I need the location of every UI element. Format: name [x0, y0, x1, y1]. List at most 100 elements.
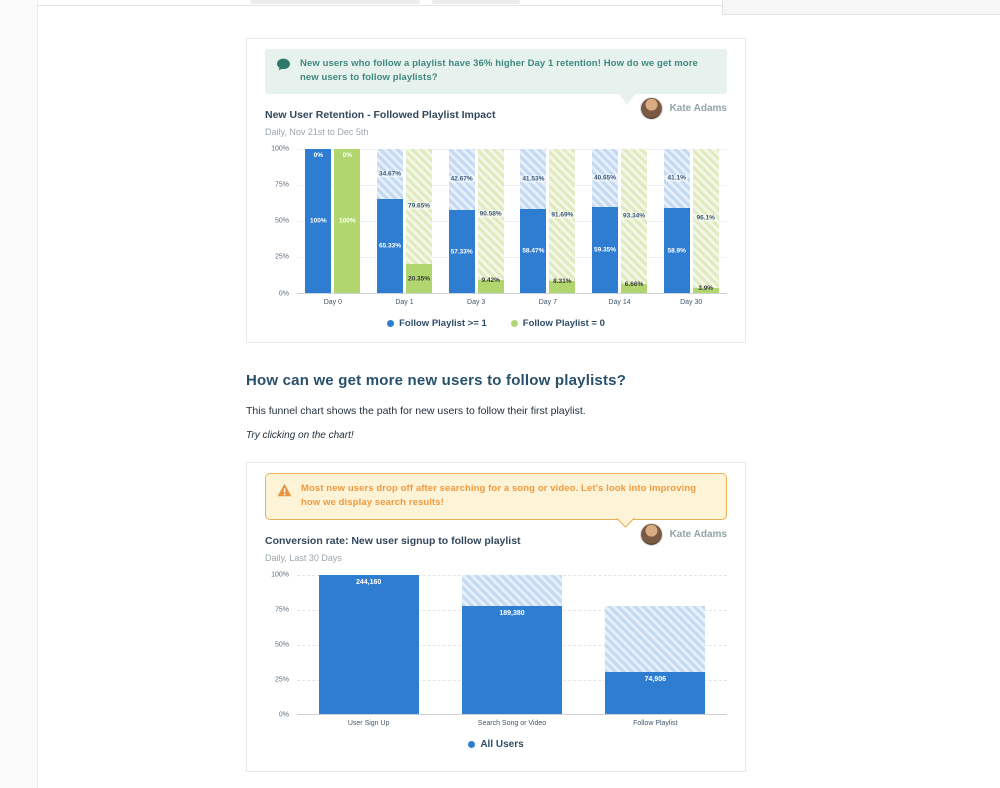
retained-segment[interactable]: [406, 264, 432, 294]
legend-dot: [387, 319, 395, 327]
x-axis-category-label: Day 0: [323, 298, 342, 306]
plot-area: 244,160 189,380 74,906: [297, 574, 727, 715]
retention-bar-followed[interactable]: 42.67% 57.33%: [448, 148, 475, 294]
chart-legend: Follow Playlist >= 1 Follow Playlist = 0: [265, 318, 727, 329]
retention-bar-not-followed[interactable]: 79.65% 20.35%: [405, 148, 433, 294]
legend-label: All Users: [480, 738, 524, 750]
churned-value-label: 93.34%: [620, 212, 648, 220]
y-axis-tick-label: 75%: [274, 181, 289, 189]
x-axis-category-label: Day 30: [680, 298, 703, 306]
x-axis-category-label: Follow Playlist: [633, 719, 678, 727]
retained-value-label: 58.9%: [667, 247, 686, 255]
converted-segment[interactable]: [318, 574, 419, 715]
retained-segment[interactable]: [621, 283, 648, 294]
retained-segment[interactable]: [305, 148, 332, 294]
converted-segment[interactable]: [461, 605, 562, 715]
kate-adams-avatar: [639, 96, 663, 120]
legend-item[interactable]: Follow Playlist >= 1: [387, 318, 487, 329]
y-axis-tick-label: 25%: [274, 253, 289, 261]
funnel-value-label: 189,380: [499, 609, 525, 617]
legend-dot: [468, 740, 476, 748]
chart-subtitle: Daily, Nov 21st to Dec 5th: [265, 126, 369, 137]
author-name-label: Kate Adams: [669, 102, 727, 114]
section-note-text: Try clicking on the chart!: [246, 430, 354, 441]
bars-layer: 244,160 189,380 74,906: [297, 574, 727, 715]
y-axis-tick-label: 0%: [278, 711, 289, 718]
churned-value-label: 91.69%: [549, 211, 576, 219]
y-axis-tick-label: 100%: [271, 145, 289, 152]
legend-item[interactable]: Follow Playlist = 0: [510, 318, 605, 329]
retained-value-label: 65.33%: [378, 242, 402, 250]
retained-segment[interactable]: [692, 287, 719, 294]
x-axis-category-label: Day 7: [538, 298, 557, 306]
retained-segment[interactable]: [377, 198, 403, 294]
retained-value-label: 3.9%: [698, 284, 714, 292]
funnel-value-label: 74,906: [644, 675, 667, 683]
churned-value-label: 96.1%: [694, 214, 717, 222]
retained-segment[interactable]: [520, 208, 547, 294]
y-axis-tick-label: 50%: [274, 217, 289, 225]
churned-value-label: 90.58%: [477, 210, 504, 218]
retention-bar-not-followed[interactable]: 96.1% 3.9%: [692, 148, 719, 294]
retained-segment[interactable]: [448, 210, 475, 294]
retained-segment[interactable]: [477, 279, 504, 294]
author-name-label: Kate Adams: [669, 528, 727, 540]
legend-dot: [510, 319, 518, 327]
retention-bar-not-followed[interactable]: 91.69% 8.31%: [549, 148, 576, 294]
x-axis-category-label: Day 14: [608, 298, 631, 306]
dropoff-segment[interactable]: [605, 605, 706, 672]
y-axis-tick-label: 50%: [274, 641, 289, 648]
retention-bar-not-followed[interactable]: 0% 100%: [334, 148, 361, 294]
chart-title: New User Retention - Followed Playlist I…: [265, 108, 496, 121]
bars-layer: 0% 100% 0% 100% 34.67% 65.33% 79.65% 20.35% 42.6…: [297, 148, 727, 294]
x-axis: Day 0 Day 1 Day 3 Day 7 Day 14 Day 30: [297, 299, 727, 306]
section-heading: How can we get more new users to follow …: [246, 372, 627, 389]
retained-segment[interactable]: [334, 148, 361, 294]
bar-group: 41.53% 58.47% 91.69% 8.31%: [512, 148, 584, 294]
funnel-chart: 100% 75% 50% 25% 0% 244,160 189,380 74,906 Use…: [265, 571, 727, 750]
dropoff-segment[interactable]: [461, 574, 562, 606]
warning-text: Most new users drop off after searching …: [301, 483, 697, 509]
retained-segment[interactable]: [663, 208, 690, 294]
retention-bar-followed[interactable]: 34.67% 65.33%: [376, 148, 404, 294]
chart-title: Conversion rate: New user signup to foll…: [265, 534, 521, 547]
x-axis-line: [297, 292, 727, 294]
chart-subtitle: Daily, Last 30 Days: [265, 552, 342, 563]
x-axis-category-label: Search Song or Video: [477, 719, 547, 727]
bar-group: 34.67% 65.33% 79.65% 20.35%: [369, 148, 441, 294]
funnel-value-label: 244,160: [356, 578, 382, 586]
retention-bar-followed[interactable]: 40.65% 59.35%: [591, 148, 619, 294]
retained-value-label: 9.42%: [481, 276, 500, 284]
y-axis-tick-label: 100%: [271, 571, 289, 578]
retained-value-label: 8.31%: [553, 278, 572, 286]
comment-author: Kate Adams: [639, 522, 727, 546]
churned-value-label: 34.67%: [376, 170, 404, 178]
retention-bar-followed[interactable]: 41.53% 58.47%: [520, 148, 547, 294]
retained-segment[interactable]: [549, 281, 576, 294]
warning-triangle-icon: [277, 483, 292, 502]
comment-bubble: New users who follow a playlist have 36%…: [265, 49, 727, 105]
retained-value-label: 58.47%: [522, 247, 545, 255]
funnel-bar[interactable]: 244,160: [318, 574, 419, 715]
converted-segment[interactable]: [605, 671, 706, 715]
warning-bubble-wrap: Most new users drop off after searching …: [265, 473, 727, 546]
retained-value-label: 100%: [339, 217, 356, 225]
retained-segment[interactable]: [592, 207, 619, 294]
retention-bar-not-followed[interactable]: 90.58% 9.42%: [477, 148, 504, 294]
comment-bubble-wrap: New users who follow a playlist have 36%…: [265, 49, 727, 120]
funnel-bar[interactable]: 189,380: [461, 574, 562, 715]
funnel-stage-group: 244,160: [297, 574, 440, 715]
retention-bar-followed[interactable]: 41.1% 58.9%: [663, 148, 690, 294]
comment-bubble-tail: [619, 93, 635, 105]
retained-value-label: 100%: [310, 217, 327, 225]
retention-bar-not-followed[interactable]: 93.34% 6.66%: [620, 148, 648, 294]
retention-bar-followed[interactable]: 0% 100%: [305, 148, 332, 294]
retention-chart-card: New users who follow a playlist have 36%…: [246, 38, 746, 343]
top-divider-line: [37, 5, 1000, 6]
legend-item[interactable]: All Users: [468, 738, 524, 750]
x-axis-line: [297, 713, 727, 715]
legend-label: Follow Playlist >= 1: [399, 317, 487, 329]
narrative-section: How can we get more new users to follow …: [246, 372, 746, 441]
funnel-bar[interactable]: 74,906: [605, 575, 706, 715]
y-axis-tick-label: 75%: [274, 606, 289, 613]
